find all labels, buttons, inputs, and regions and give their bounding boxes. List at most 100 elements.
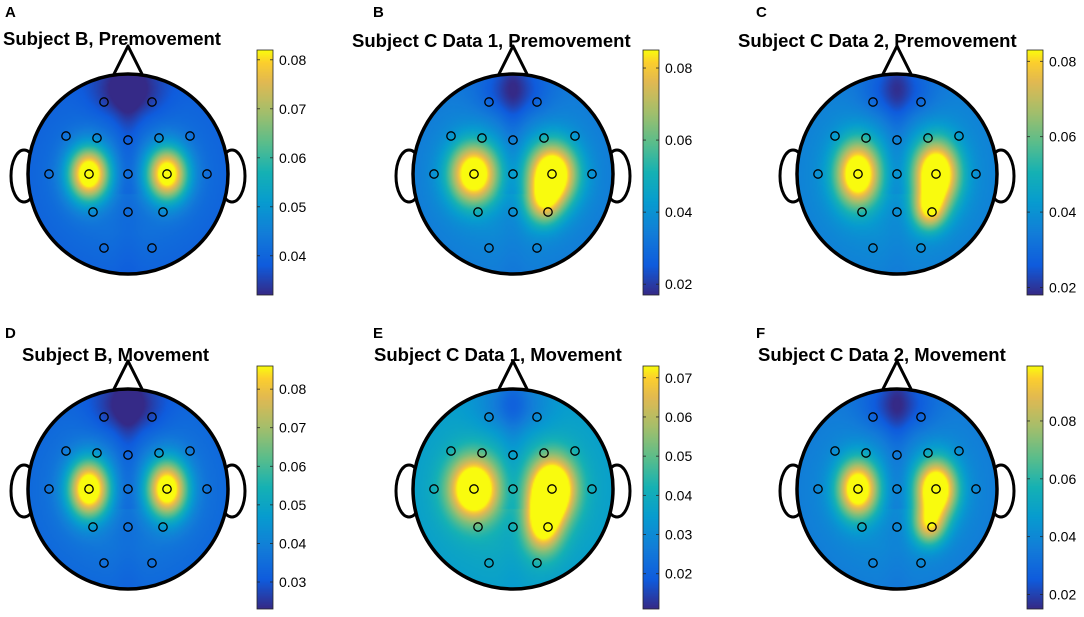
electrode-b-12 xyxy=(473,207,483,217)
electrode-c-15 xyxy=(868,243,878,253)
colorbar-tick-label-d-3: 0.06 xyxy=(279,458,306,474)
colorbar-tick-label-c-2: 0.06 xyxy=(1049,129,1076,145)
electrode-c-1 xyxy=(916,97,926,107)
colorbar-tick-label-c-3: 0.08 xyxy=(1049,53,1076,69)
scalp-heatmap-a xyxy=(28,74,228,274)
colorbar-tick-label-b-0: 0.02 xyxy=(665,276,692,292)
electrode-a-9 xyxy=(123,169,133,179)
electrode-f-3 xyxy=(861,448,871,458)
colorbar-e xyxy=(643,366,659,609)
colorbar-c xyxy=(1027,50,1043,295)
panel-title-d: Subject B, Movement xyxy=(22,344,209,365)
electrode-a-13 xyxy=(123,207,133,217)
scalp-heatmap-c xyxy=(797,74,997,274)
electrode-b-1 xyxy=(532,97,542,107)
electrode-a-14 xyxy=(158,207,168,217)
colorbar-tick-label-c-0: 0.02 xyxy=(1049,279,1076,295)
electrode-d-7 xyxy=(44,484,54,494)
electrode-a-4 xyxy=(123,135,133,145)
colorbar-tick-label-e-3: 0.05 xyxy=(665,448,692,464)
electrode-a-3 xyxy=(92,133,102,143)
electrode-a-16 xyxy=(147,243,157,253)
colorbar-tick-label-d-4: 0.07 xyxy=(279,420,306,436)
electrode-e-9 xyxy=(508,484,518,494)
electrode-e-8 xyxy=(469,484,479,494)
electrode-b-6 xyxy=(570,131,580,141)
electrode-f-11 xyxy=(971,484,981,494)
head-outline-d xyxy=(26,387,230,591)
electrode-d-14 xyxy=(158,522,168,532)
electrode-f-5 xyxy=(923,448,933,458)
scalp-heatmap-e xyxy=(413,389,613,589)
electrode-f-15 xyxy=(868,558,878,568)
electrode-e-11 xyxy=(587,484,597,494)
electrode-f-4 xyxy=(892,450,902,460)
electrode-b-11 xyxy=(587,169,597,179)
electrode-c-0 xyxy=(868,97,878,107)
panel-letter-e: E xyxy=(373,325,383,342)
electrode-e-2 xyxy=(446,446,456,456)
colorbar-tick-label-e-2: 0.04 xyxy=(665,487,692,503)
electrode-d-5 xyxy=(154,448,164,458)
electrode-f-13 xyxy=(892,522,902,532)
electrode-a-0 xyxy=(99,97,109,107)
electrode-e-6 xyxy=(570,446,580,456)
electrode-b-0 xyxy=(484,97,494,107)
electrode-a-2 xyxy=(61,131,71,141)
colorbar-tick-label-b-1: 0.04 xyxy=(665,204,692,220)
colorbar-tick-label-f-3: 0.08 xyxy=(1049,413,1076,429)
panel-c: C Subject C Data 2, Premovement 0.02 0.04 0.… xyxy=(738,4,1076,295)
electrode-d-13 xyxy=(123,522,133,532)
electrode-c-2 xyxy=(830,131,840,141)
electrode-b-8 xyxy=(469,169,479,179)
panel-f: F Subject C Data 2, Movement 0.02 0.04 0.06 0… xyxy=(756,325,1076,610)
electrode-c-14 xyxy=(927,207,937,217)
colorbar-frame-e xyxy=(642,365,660,610)
electrode-d-15 xyxy=(99,558,109,568)
panel-letter-a: A xyxy=(5,4,16,21)
colorbar-tick-label-a-1: 0.05 xyxy=(279,199,306,215)
panel-title-f: Subject C Data 2, Movement xyxy=(758,344,1006,365)
panel-letter-f: F xyxy=(756,325,765,342)
electrode-b-7 xyxy=(429,169,439,179)
electrode-b-5 xyxy=(539,133,549,143)
colorbar-frame-a xyxy=(256,49,274,296)
electrode-d-4 xyxy=(123,450,133,460)
colorbar-tick-label-a-0: 0.04 xyxy=(279,248,306,264)
electrode-a-1 xyxy=(147,97,157,107)
electrode-f-7 xyxy=(813,484,823,494)
colorbar-tick-label-d-2: 0.05 xyxy=(279,497,306,513)
head-outline-c xyxy=(795,72,999,276)
electrode-b-3 xyxy=(477,133,487,143)
colorbar-tick-label-e-1: 0.03 xyxy=(665,527,692,543)
scalp-heatmap-f xyxy=(797,389,997,589)
electrode-d-9 xyxy=(123,484,133,494)
panel-a: A Subject B, Premovement 0.04 0.05 0.06 0.07 0… xyxy=(3,4,306,296)
electrode-d-3 xyxy=(92,448,102,458)
colorbar-tick-label-d-5: 0.08 xyxy=(279,381,306,397)
electrode-b-14 xyxy=(543,207,553,217)
electrode-e-0 xyxy=(484,412,494,422)
electrode-f-0 xyxy=(868,412,878,422)
colorbar-tick-label-b-3: 0.08 xyxy=(665,60,692,76)
electrode-e-3 xyxy=(477,448,487,458)
electrode-c-16 xyxy=(916,243,926,253)
head-outline-f xyxy=(795,387,999,591)
electrode-e-16 xyxy=(532,558,542,568)
electrode-c-13 xyxy=(892,207,902,217)
electrode-d-2 xyxy=(61,446,71,456)
colorbar-f xyxy=(1027,366,1043,609)
electrode-a-11 xyxy=(202,169,212,179)
electrode-f-10 xyxy=(931,484,941,494)
head-outline-a xyxy=(26,72,230,276)
electrode-f-1 xyxy=(916,412,926,422)
electrode-b-4 xyxy=(508,135,518,145)
panel-letter-d: D xyxy=(5,325,16,342)
colorbar-tick-label-f-2: 0.06 xyxy=(1049,471,1076,487)
electrode-d-12 xyxy=(88,522,98,532)
electrode-b-15 xyxy=(484,243,494,253)
electrode-a-15 xyxy=(99,243,109,253)
electrode-e-10 xyxy=(547,484,557,494)
electrode-e-5 xyxy=(539,448,549,458)
